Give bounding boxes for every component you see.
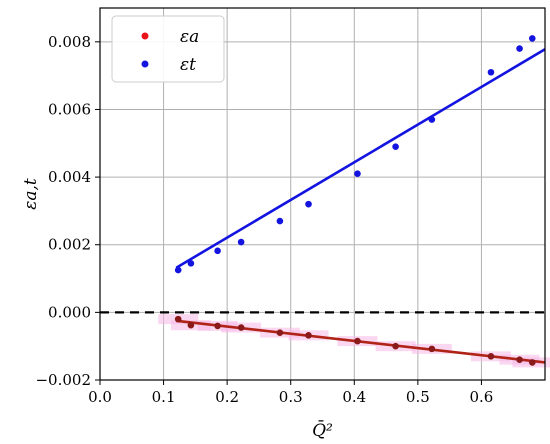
- y-tick-label: 0.008: [48, 33, 91, 51]
- legend-marker-epsilon-a: [141, 32, 149, 40]
- y-tick-label: 0.000: [48, 303, 91, 321]
- data-point-epsilon-a: [214, 322, 221, 330]
- x-tick-label: 0.0: [88, 388, 112, 406]
- data-point-epsilon-a: [428, 345, 436, 353]
- data-point-epsilon-t: [428, 116, 436, 123]
- axis-ticks: 0.0 0.1 0.2 0.3 0.4 0.5 0.6 −0.002 0.000 0.002 0.0…: [35, 33, 493, 406]
- data-point-epsilon-a: [276, 329, 284, 336]
- data-point-epsilon-a: [187, 321, 195, 329]
- y-tick-label: 0.006: [48, 100, 91, 118]
- x-tick-label: 0.1: [152, 388, 176, 406]
- legend-marker-epsilon-t: [141, 60, 149, 68]
- fit-lines: [175, 48, 546, 364]
- fit-line-epsilon-t: [175, 48, 546, 269]
- data-point-epsilon-a: [528, 359, 536, 366]
- legend: εa εt: [111, 15, 225, 83]
- data-point-epsilon-t: [187, 260, 195, 267]
- data-point-epsilon-a: [392, 342, 399, 350]
- data-points: [174, 35, 536, 366]
- y-tick-label: −0.002: [35, 371, 91, 389]
- legend-box: [111, 15, 225, 83]
- data-point-epsilon-t: [487, 68, 495, 76]
- data-point-epsilon-a: [516, 356, 523, 364]
- data-point-epsilon-t: [392, 143, 399, 150]
- data-point-epsilon-t: [305, 200, 312, 208]
- grid-lines: [99, 8, 545, 381]
- x-tick-label: 0.4: [342, 388, 366, 406]
- y-tick-label: 0.004: [48, 168, 91, 186]
- x-tick-label: 0.5: [406, 388, 430, 406]
- x-tick-label: 0.6: [469, 388, 493, 406]
- legend-label-epsilon-t: εt: [180, 55, 196, 75]
- data-point-epsilon-t: [516, 45, 523, 52]
- data-point-epsilon-t: [174, 266, 182, 274]
- plot-frame: [99, 7, 546, 381]
- x-tick-label: 0.3: [279, 388, 303, 406]
- data-point-epsilon-t: [354, 170, 361, 178]
- data-point-epsilon-a: [354, 337, 361, 345]
- data-point-epsilon-a: [305, 332, 312, 339]
- legend-label-epsilon-a: εa: [180, 27, 199, 47]
- data-point-epsilon-t: [276, 217, 284, 225]
- data-point-epsilon-a: [237, 324, 245, 331]
- x-tick-label: 0.2: [215, 388, 239, 406]
- y-tick-label: 0.002: [48, 236, 91, 254]
- data-point-epsilon-t: [214, 247, 221, 255]
- data-point-epsilon-t: [237, 238, 245, 246]
- data-point-epsilon-t: [528, 35, 536, 42]
- data-point-epsilon-a: [174, 315, 182, 323]
- data-point-epsilon-a: [487, 353, 495, 360]
- y-axis-title: εa,t: [21, 178, 41, 210]
- x-axis-title: Q̄²: [312, 419, 333, 441]
